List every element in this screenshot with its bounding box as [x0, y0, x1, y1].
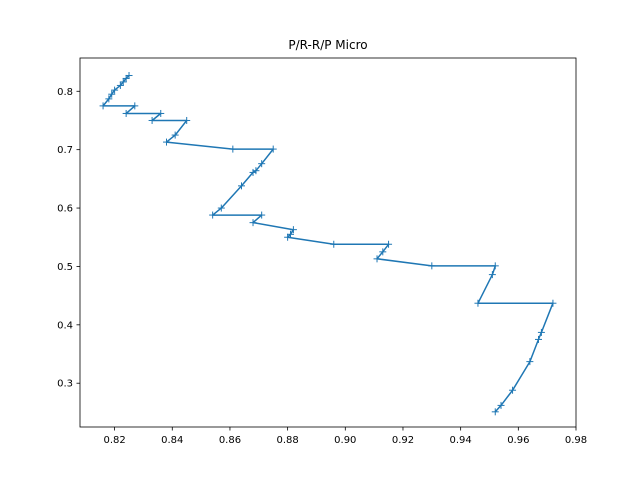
data-point-marker	[269, 145, 277, 153]
axes-frame	[79, 57, 577, 428]
x-tick-label: 0.94	[450, 435, 472, 446]
data-point-marker	[111, 86, 119, 94]
data-point-marker	[131, 102, 139, 110]
data-point-marker	[258, 160, 266, 168]
chart-title: P/R-R/P Micro	[288, 38, 367, 52]
y-tick-label: 0.7	[57, 145, 73, 156]
x-tick-label: 0.98	[565, 435, 587, 446]
data-point-marker	[385, 240, 393, 248]
data-point-marker	[148, 116, 156, 124]
data-point-marker	[122, 74, 130, 82]
data-point-marker	[373, 255, 381, 263]
y-tick-label: 0.6	[57, 204, 73, 215]
y-tick-label: 0.8	[57, 87, 73, 98]
data-point-marker	[249, 168, 257, 176]
data-point-marker	[428, 262, 436, 270]
data-point-marker	[237, 182, 245, 190]
x-tick-label: 0.84	[161, 435, 183, 446]
data-point-marker	[249, 219, 257, 227]
x-tick-label: 0.82	[103, 435, 125, 446]
data-point-marker	[491, 262, 499, 270]
data-point-marker	[289, 226, 297, 234]
data-point-marker	[99, 102, 107, 110]
data-point-marker	[549, 299, 557, 307]
data-point-marker	[252, 167, 260, 175]
x-axis: 0.82 0.84 0.86 0.88 0.90 0.92 0.94 0.96 0.98	[103, 427, 587, 446]
y-tick-label: 0.3	[57, 379, 73, 390]
data-point-marker	[105, 95, 113, 103]
data-point-marker	[330, 240, 338, 248]
data-point-marker	[119, 78, 127, 86]
data-point-marker	[537, 328, 545, 336]
data-point-marker	[526, 358, 534, 366]
data-point-marker	[217, 204, 225, 212]
data-point-marker	[258, 211, 266, 219]
x-tick-label: 0.90	[334, 435, 356, 446]
data-point-marker	[509, 386, 517, 394]
plot-area	[99, 72, 557, 416]
data-point-marker	[229, 145, 237, 153]
y-tick-label: 0.4	[57, 320, 73, 331]
y-tick-label: 0.5	[57, 262, 73, 273]
data-point-marker	[183, 116, 191, 124]
data-point-marker	[125, 72, 133, 80]
data-point-marker	[497, 401, 505, 409]
data-point-marker	[163, 138, 171, 146]
data-point-marker	[122, 109, 130, 117]
data-point-marker	[491, 408, 499, 416]
x-tick-label: 0.88	[276, 435, 298, 446]
data-point-marker	[535, 335, 543, 343]
data-point-marker	[108, 90, 116, 98]
data-point-marker	[287, 230, 295, 238]
x-tick-label: 0.92	[392, 435, 414, 446]
data-point-marker	[284, 233, 292, 241]
y-axis: 0.3 0.4 0.5 0.6 0.7 0.8	[57, 87, 80, 390]
x-tick-label: 0.86	[219, 435, 241, 446]
data-point-marker	[488, 271, 496, 279]
data-point-marker	[474, 299, 482, 307]
data-point-marker	[171, 131, 179, 139]
data-point-marker	[116, 81, 124, 89]
x-tick-label: 0.96	[507, 435, 529, 446]
data-point-marker	[157, 109, 165, 117]
data-point-marker	[379, 248, 387, 256]
data-point-marker	[209, 211, 217, 219]
